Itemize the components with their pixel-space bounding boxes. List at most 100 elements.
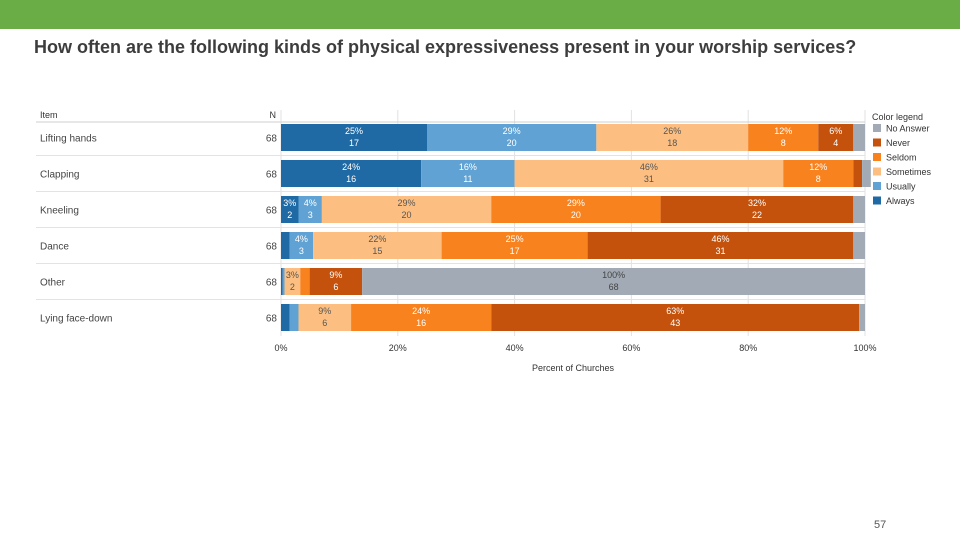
legend-entry: Always	[886, 196, 915, 206]
legend-entry: Seldom	[886, 153, 917, 163]
data-label-percent: 3%	[283, 198, 296, 208]
column-header-n: N	[270, 110, 277, 120]
row-label: Dance	[40, 242, 69, 253]
bar-segment-no-answer	[853, 196, 865, 223]
bar-segment-seldom	[491, 196, 661, 223]
data-label-count: 6	[333, 282, 338, 292]
data-label-count: 22	[752, 210, 762, 220]
legend-title: Color legend	[872, 112, 923, 122]
row-label: Lifting hands	[40, 134, 97, 145]
data-label-count: 43	[670, 318, 680, 328]
row-n-value: 68	[266, 278, 278, 289]
row-n-value: 68	[266, 206, 278, 217]
bar-segment-usually	[289, 304, 299, 331]
legend-entry: Usually	[886, 182, 916, 192]
bar-segment-seldom	[748, 124, 819, 151]
row-label: Other	[40, 278, 66, 289]
data-label-percent: 4%	[304, 198, 317, 208]
data-label-percent: 12%	[809, 162, 827, 172]
data-label-percent: 3%	[286, 270, 299, 280]
data-label-count: 11	[463, 174, 472, 184]
data-label-count: 18	[667, 138, 677, 148]
x-tick-label: 0%	[274, 343, 287, 353]
bar-segment-usually	[427, 124, 597, 151]
bar-segment-usually	[289, 232, 314, 259]
data-label-percent: 16%	[459, 162, 477, 172]
row-n-value: 68	[266, 242, 278, 253]
bar-segment-no-answer	[862, 160, 871, 187]
data-label-percent: 4%	[295, 234, 308, 244]
data-label-count: 3	[299, 246, 304, 256]
data-label-count: 3	[308, 210, 313, 220]
data-label-percent: 25%	[345, 126, 363, 136]
data-label-count: 17	[510, 246, 520, 256]
data-label-percent: 9%	[318, 306, 331, 316]
data-label-percent: 63%	[666, 306, 684, 316]
bar-segment-never	[587, 232, 854, 259]
legend-swatch-always	[873, 196, 881, 205]
data-label-count: 20	[507, 138, 517, 148]
bar-segment-always	[281, 160, 422, 187]
legend-entry: Sometimes	[886, 167, 932, 177]
data-label-count: 15	[372, 246, 382, 256]
x-tick-label: 100%	[853, 343, 876, 353]
slide-title: How often are the following kinds of phy…	[34, 37, 857, 57]
data-label-percent: 46%	[640, 162, 658, 172]
row-n-value: 68	[266, 314, 278, 325]
data-label-percent: 12%	[774, 126, 792, 136]
data-label-percent: 25%	[506, 234, 524, 244]
data-label-percent: 32%	[748, 198, 766, 208]
data-label-percent: 6%	[829, 126, 842, 136]
bar-segment-never	[491, 304, 860, 331]
bar-segment-never	[660, 196, 854, 223]
data-label-percent: 24%	[412, 306, 430, 316]
legend-entry: No Answer	[886, 124, 930, 134]
bar-segment-always	[281, 124, 427, 151]
row-label: Clapping	[40, 170, 79, 181]
bar-segment-never	[853, 160, 863, 187]
bar-segment-seldom	[300, 268, 310, 295]
data-label-count: 16	[416, 318, 426, 328]
data-label-count: 17	[349, 138, 359, 148]
bar-segment-always	[281, 268, 283, 295]
row-label: Kneeling	[40, 206, 79, 217]
data-label-percent: 22%	[368, 234, 386, 244]
page-number: 57	[874, 519, 887, 531]
legend-entry: Never	[886, 138, 910, 148]
bar-segment-always	[281, 232, 290, 259]
x-tick-label: 20%	[389, 343, 407, 353]
bar-segment-sometimes	[313, 232, 442, 259]
bar-segment-seldom	[351, 304, 492, 331]
legend-swatch-usually	[873, 182, 881, 190]
data-label-percent: 46%	[711, 234, 729, 244]
x-axis-label: Percent of Churches	[532, 363, 615, 373]
legend-swatch-never	[873, 138, 881, 147]
data-label-percent: 29%	[398, 198, 416, 208]
data-label-count: 31	[644, 174, 654, 184]
column-header-item: Item	[40, 110, 58, 120]
legend-swatch-seldom	[873, 153, 881, 161]
data-label-count: 68	[609, 282, 619, 292]
bar-segment-sometimes	[514, 160, 784, 187]
x-tick-label: 60%	[622, 343, 640, 353]
bar-segment-no-answer	[853, 124, 865, 151]
data-label-percent: 26%	[663, 126, 681, 136]
data-label-count: 8	[816, 174, 821, 184]
bar-segment-sometimes	[284, 268, 301, 295]
bar-segment-usually	[282, 268, 285, 295]
bar-segment-seldom	[441, 232, 588, 259]
data-label-count: 20	[402, 210, 412, 220]
data-label-count: 20	[571, 210, 581, 220]
x-tick-label: 40%	[506, 343, 524, 353]
bar-segment-sometimes	[596, 124, 749, 151]
bar-segment-always	[281, 304, 290, 331]
data-label-count: 2	[287, 210, 292, 220]
bar-segment-sometimes	[298, 304, 352, 331]
data-label-percent: 24%	[342, 162, 360, 172]
data-label-percent: 9%	[329, 270, 342, 280]
bar-segment-usually	[298, 196, 322, 223]
bar-segment-usually	[421, 160, 515, 187]
legend-swatch-sometimes	[873, 167, 881, 176]
data-label-count: 16	[346, 174, 356, 184]
